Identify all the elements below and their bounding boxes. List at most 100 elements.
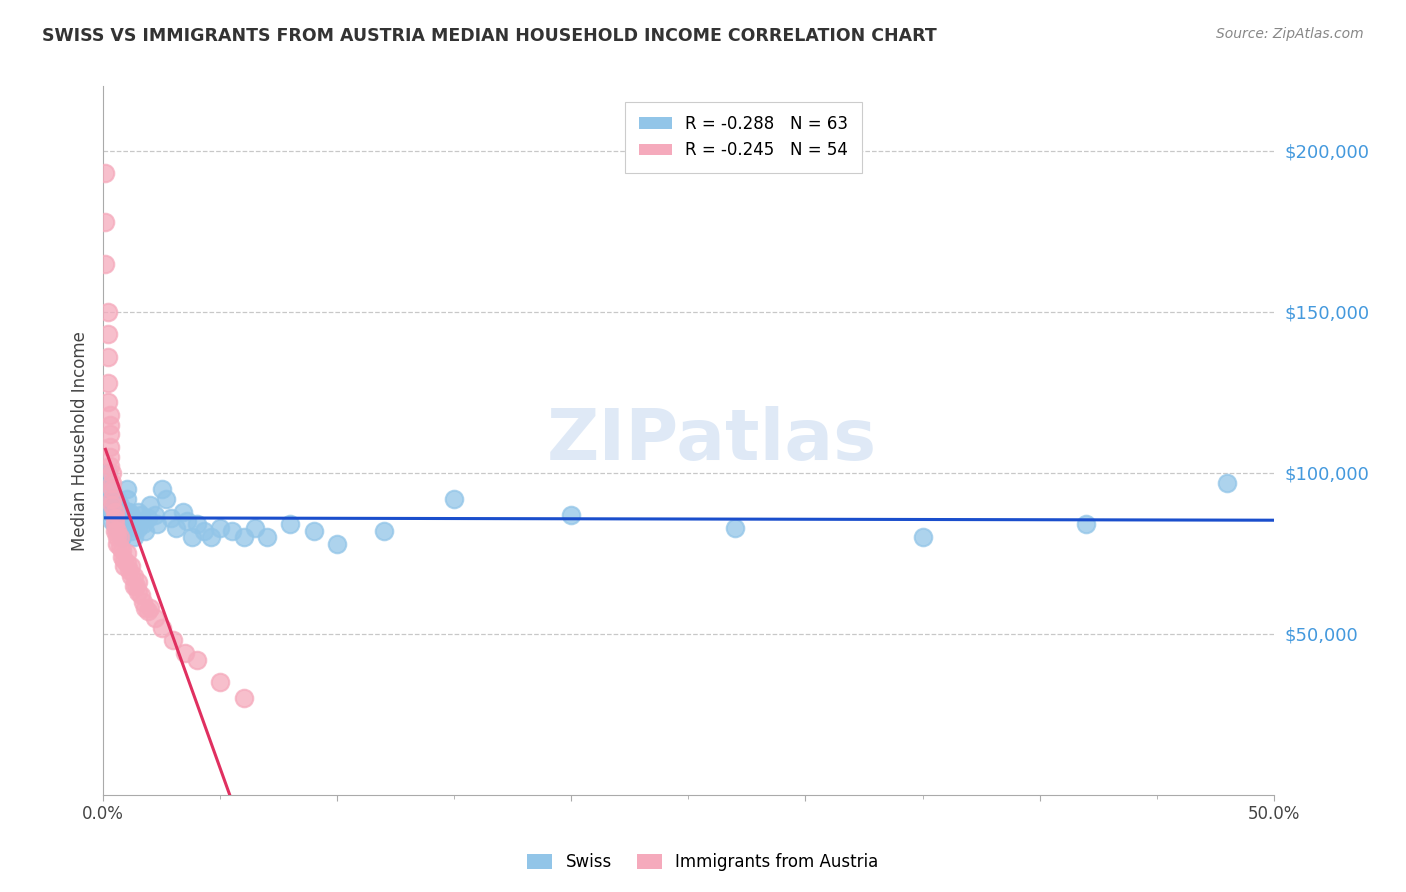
Point bbox=[129, 588, 152, 602]
Point bbox=[101, 482, 124, 496]
Y-axis label: Median Household Income: Median Household Income bbox=[72, 331, 89, 550]
Point bbox=[134, 524, 156, 538]
Point bbox=[118, 505, 141, 519]
Point bbox=[1216, 475, 1239, 490]
Point bbox=[136, 604, 159, 618]
Point bbox=[111, 517, 134, 532]
Point bbox=[160, 511, 183, 525]
Point bbox=[120, 508, 142, 522]
Point bbox=[98, 427, 121, 442]
Point bbox=[139, 498, 162, 512]
Point bbox=[136, 511, 159, 525]
Point bbox=[193, 524, 215, 538]
Point bbox=[115, 556, 138, 570]
Point bbox=[104, 524, 127, 538]
Point bbox=[101, 491, 124, 506]
Point bbox=[139, 601, 162, 615]
Point bbox=[105, 521, 128, 535]
Point bbox=[120, 559, 142, 574]
Legend: R = -0.288   N = 63, R = -0.245   N = 54: R = -0.288 N = 63, R = -0.245 N = 54 bbox=[626, 102, 862, 173]
Point bbox=[232, 530, 254, 544]
Point bbox=[101, 505, 124, 519]
Point bbox=[105, 530, 128, 544]
Point bbox=[104, 517, 127, 532]
Point bbox=[108, 540, 131, 554]
Point bbox=[245, 521, 267, 535]
Point bbox=[105, 524, 128, 538]
Point bbox=[209, 521, 232, 535]
Point bbox=[326, 537, 349, 551]
Point bbox=[118, 563, 141, 577]
Point bbox=[94, 214, 117, 228]
Text: SWISS VS IMMIGRANTS FROM AUSTRIA MEDIAN HOUSEHOLD INCOME CORRELATION CHART: SWISS VS IMMIGRANTS FROM AUSTRIA MEDIAN … bbox=[42, 27, 936, 45]
Point bbox=[146, 517, 169, 532]
Point bbox=[122, 569, 145, 583]
Point bbox=[186, 517, 208, 532]
Point bbox=[221, 524, 243, 538]
Point bbox=[108, 498, 131, 512]
Point bbox=[155, 491, 177, 506]
Point bbox=[125, 517, 148, 532]
Point bbox=[134, 601, 156, 615]
Point bbox=[122, 530, 145, 544]
Point bbox=[108, 530, 131, 544]
Point bbox=[181, 530, 204, 544]
Point bbox=[97, 466, 120, 480]
Point bbox=[132, 595, 155, 609]
Point bbox=[162, 633, 184, 648]
Point bbox=[98, 459, 121, 474]
Point bbox=[112, 524, 135, 538]
Point bbox=[97, 350, 120, 364]
Point bbox=[98, 505, 121, 519]
Point bbox=[118, 514, 141, 528]
Point bbox=[105, 505, 128, 519]
Point bbox=[143, 508, 166, 522]
Point bbox=[122, 579, 145, 593]
Point bbox=[111, 543, 134, 558]
Point bbox=[132, 517, 155, 532]
Point bbox=[98, 417, 121, 432]
Point bbox=[127, 505, 149, 519]
Point bbox=[232, 691, 254, 706]
Point bbox=[122, 514, 145, 528]
Point bbox=[443, 491, 465, 506]
Point bbox=[125, 579, 148, 593]
Point bbox=[98, 482, 121, 496]
Point bbox=[104, 505, 127, 519]
Point bbox=[112, 511, 135, 525]
Point bbox=[911, 530, 934, 544]
Point bbox=[150, 482, 173, 496]
Point bbox=[120, 569, 142, 583]
Point bbox=[97, 327, 120, 342]
Point bbox=[127, 585, 149, 599]
Point bbox=[101, 514, 124, 528]
Point bbox=[94, 256, 117, 270]
Point bbox=[104, 517, 127, 532]
Point bbox=[172, 505, 194, 519]
Point bbox=[209, 675, 232, 690]
Point bbox=[101, 466, 124, 480]
Point bbox=[127, 575, 149, 590]
Legend: Swiss, Immigrants from Austria: Swiss, Immigrants from Austria bbox=[519, 845, 887, 880]
Point bbox=[174, 646, 197, 660]
Point bbox=[111, 505, 134, 519]
Point bbox=[98, 408, 121, 422]
Point bbox=[112, 559, 135, 574]
Point bbox=[105, 491, 128, 506]
Point bbox=[94, 166, 117, 180]
Point bbox=[104, 511, 127, 525]
Point bbox=[560, 508, 582, 522]
Point bbox=[115, 491, 138, 506]
Text: Source: ZipAtlas.com: Source: ZipAtlas.com bbox=[1216, 27, 1364, 41]
Point bbox=[129, 508, 152, 522]
Point bbox=[115, 546, 138, 560]
Point bbox=[176, 514, 198, 528]
Point bbox=[101, 475, 124, 490]
Point bbox=[165, 521, 187, 535]
Point bbox=[111, 549, 134, 564]
Point bbox=[200, 530, 222, 544]
Point bbox=[97, 395, 120, 409]
Point bbox=[112, 553, 135, 567]
Point bbox=[115, 505, 138, 519]
Point bbox=[101, 491, 124, 506]
